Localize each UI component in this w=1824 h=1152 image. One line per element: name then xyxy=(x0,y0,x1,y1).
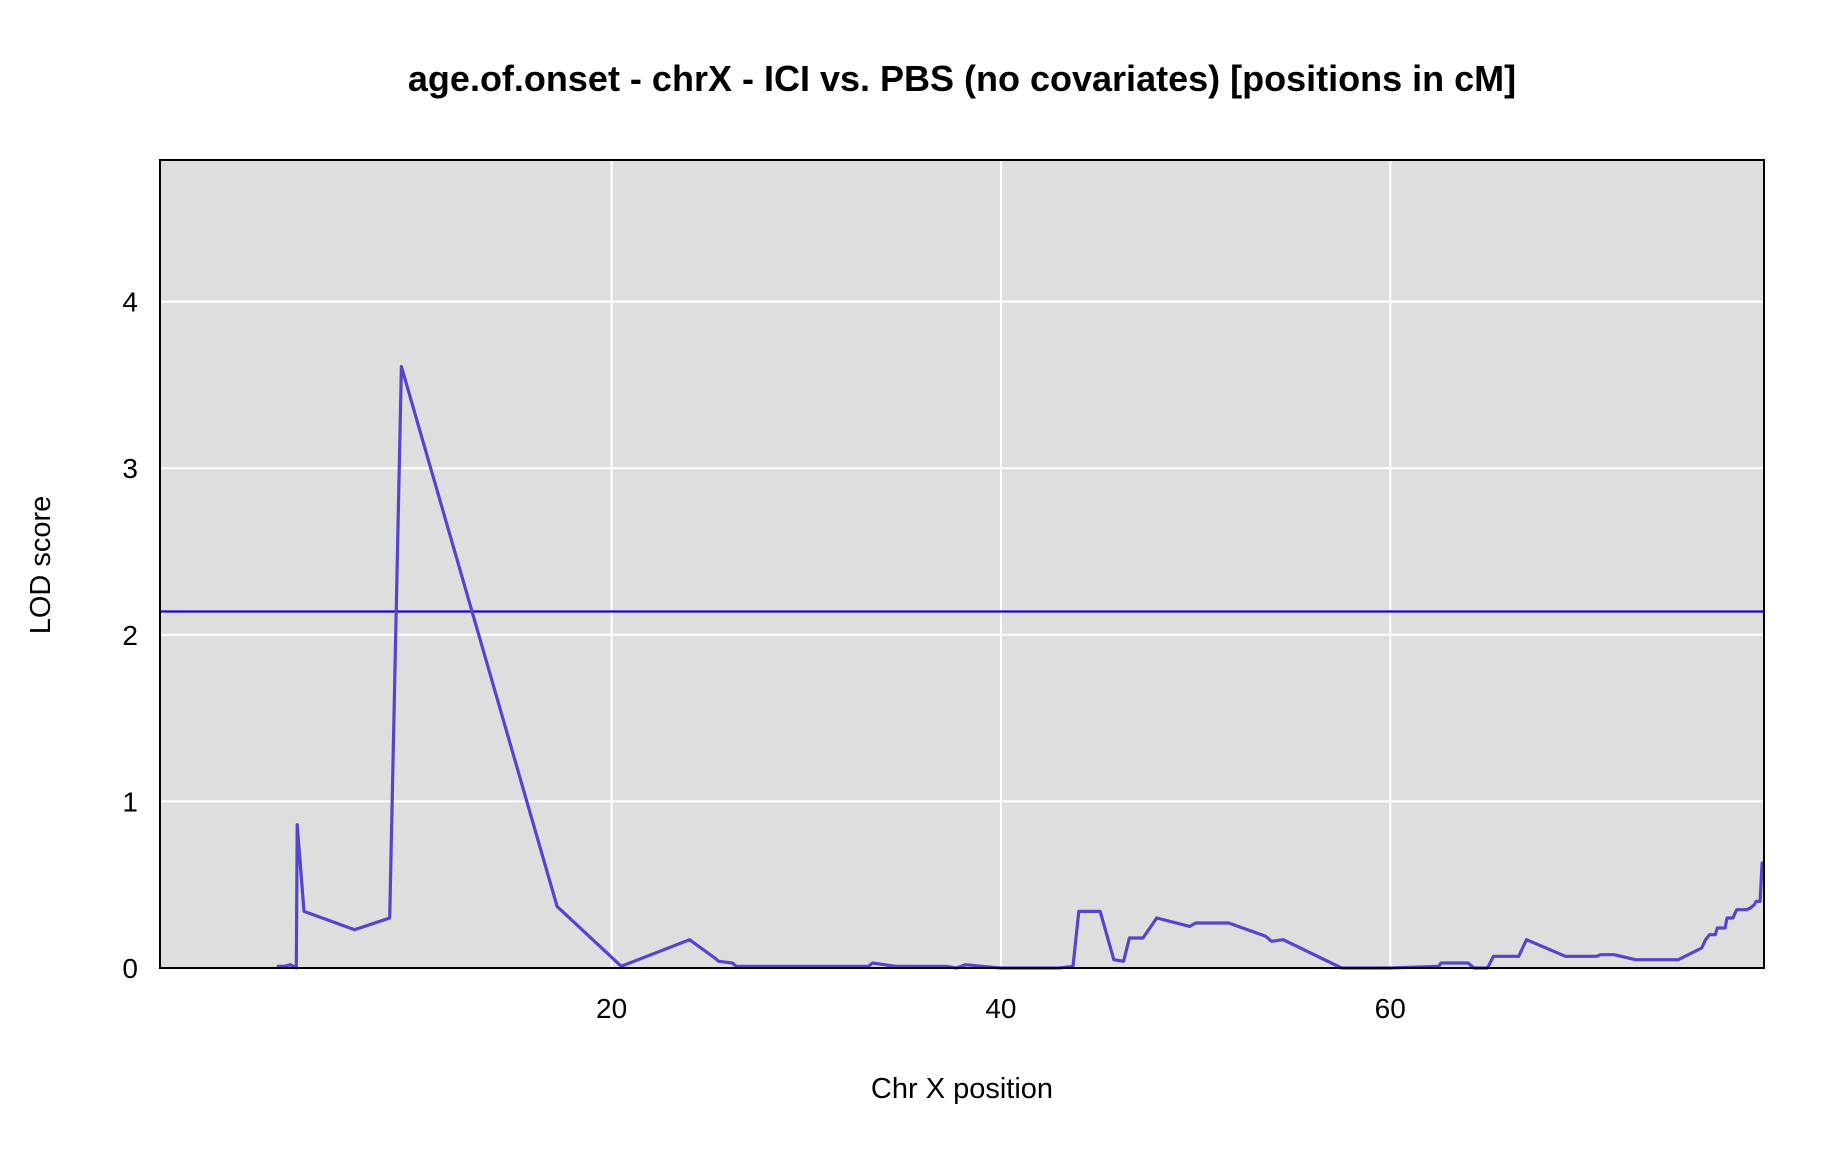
x-tick-label: 60 xyxy=(1375,993,1406,1024)
y-tick-label: 3 xyxy=(122,453,138,484)
y-tick-label: 4 xyxy=(122,287,138,318)
lod-curve xyxy=(276,365,1764,970)
plot-panel xyxy=(160,160,1764,968)
x-axis-label: Chr X position xyxy=(871,1073,1053,1105)
x-tick-label: 40 xyxy=(985,993,1016,1024)
chart-title: age.of.onset - chrX - ICI vs. PBS (no co… xyxy=(407,58,1517,99)
y-axis-label: LOD score xyxy=(25,496,57,635)
x-tick-label: 20 xyxy=(596,993,627,1024)
y-tick-label: 1 xyxy=(122,786,138,817)
y-tick-label: 0 xyxy=(122,953,138,984)
tick-labels: 20 40 60 0 1 2 3 4 xyxy=(122,287,1405,1024)
plot-frame xyxy=(159,159,1765,969)
y-tick-label: 2 xyxy=(122,620,138,651)
